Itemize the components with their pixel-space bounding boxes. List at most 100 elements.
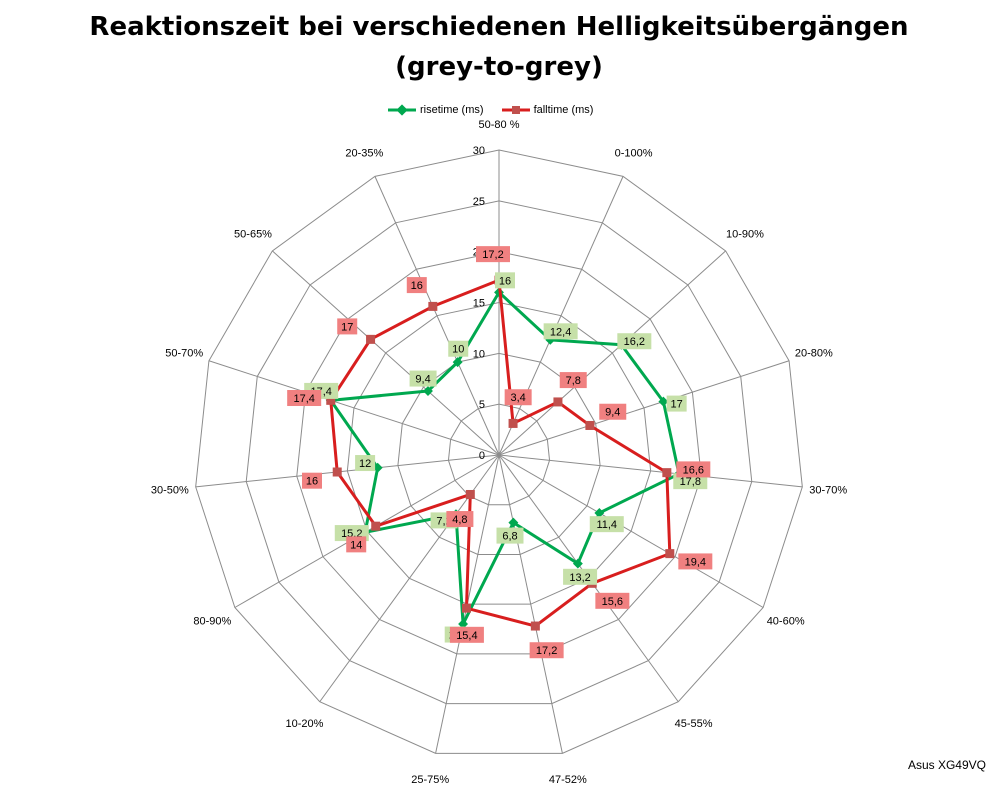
grid-spoke (498, 176, 624, 456)
risetime-data-label: 10 (452, 344, 464, 356)
grid-spoke (272, 250, 500, 456)
grid-ring-20 (296, 251, 702, 655)
data-label-bg (446, 511, 474, 528)
risetime-point (452, 357, 463, 368)
category-label: 50-70% (165, 348, 203, 360)
data-label-bg (563, 568, 598, 585)
category-label: 25-75% (411, 774, 449, 786)
credit-label: Asus XG49VQ (907, 758, 986, 772)
grid-spoke (195, 454, 500, 488)
category-label: 80-90% (193, 616, 231, 628)
grid-spoke (374, 176, 500, 456)
falltime-data-label: 16,6 (683, 464, 704, 476)
data-label-bg (589, 516, 624, 533)
grid-spoke (498, 360, 790, 456)
risetime-data-label: 9,4 (415, 374, 430, 386)
risetime-point (423, 386, 433, 397)
data-label-bg (504, 389, 532, 406)
legend-label-risetime: risetime (ms) (420, 104, 484, 116)
falltime-data-label: 16 (306, 476, 318, 488)
legend: risetime (ms) falltime (ms) (388, 101, 611, 119)
data-label-bg (409, 370, 437, 387)
risetime-data-label: 13,2 (569, 572, 590, 584)
category-label: 40-60% (767, 616, 805, 628)
falltime-point (553, 397, 563, 407)
data-label-bg (406, 277, 427, 294)
risetime-data-label: 12 (359, 458, 371, 470)
data-label-bg (346, 536, 367, 553)
falltime-point (371, 521, 381, 531)
falltime-data-label: 3,4 (511, 392, 526, 404)
legend-item-falltime: falltime (ms) (501, 104, 594, 116)
data-label-bg (496, 527, 524, 544)
risetime-data-label: 17,8 (680, 476, 701, 488)
data-label-bg (559, 372, 587, 389)
grid-spoke (498, 454, 563, 754)
radial-tick-label: 25 (473, 196, 485, 208)
falltime-data-label: 9,4 (605, 407, 620, 419)
data-label-bg (666, 395, 687, 412)
falltime-data-label: 17,4 (293, 393, 314, 405)
falltime-data-label: 17,2 (482, 249, 503, 261)
legend-item-risetime: risetime (ms) (388, 104, 484, 116)
risetime-point (572, 558, 583, 569)
risetime-data-label: 16 (499, 275, 511, 287)
category-label: 50-80 % (479, 119, 520, 131)
legend-label-falltime: falltime (ms) (533, 104, 594, 116)
grid-ring-5 (447, 403, 551, 506)
falltime-data-label: 15,4 (456, 630, 477, 642)
grid-spoke (498, 250, 726, 456)
data-label-bg (449, 626, 484, 643)
data-label-bg (476, 246, 510, 263)
falltime-point (366, 334, 376, 344)
series-line-risetime (329, 290, 681, 626)
data-label-bg (529, 642, 564, 659)
falltime-data-label: 19,4 (685, 556, 706, 568)
grid-spoke (208, 360, 500, 456)
category-label: 20-80% (795, 348, 833, 360)
falltime-data-label: 17 (341, 321, 353, 333)
falltime-data-label: 7,8 (566, 375, 581, 387)
risetime-data-label: 12,4 (550, 326, 571, 338)
falltime-point (508, 418, 518, 428)
falltime-point (662, 468, 672, 478)
grid-spoke (498, 454, 764, 608)
falltime-point (332, 467, 342, 477)
risetime-point (594, 508, 605, 518)
falltime-point (665, 549, 675, 559)
risetime-data-label: 6,8 (502, 531, 517, 543)
data-label-bg (355, 455, 376, 472)
grid-spoke (498, 454, 803, 488)
chart-title: Reaktionszeit bei verschiedenen Helligke… (89, 12, 909, 42)
falltime-point (428, 301, 438, 311)
category-label: 50-65% (234, 229, 272, 241)
category-label: 45-55% (675, 718, 713, 730)
falltime-data-label: 17,2 (536, 645, 557, 657)
falltime-point (530, 621, 540, 631)
falltime-point (585, 420, 595, 430)
data-label-bg (595, 592, 630, 609)
category-label: 47-52% (549, 774, 587, 786)
data-label-bg (599, 403, 627, 420)
risetime-data-label: 11,4 (596, 519, 617, 531)
radial-tick-label: 10 (473, 348, 485, 360)
category-label: 10-20% (285, 718, 323, 730)
data-label-bg (543, 323, 578, 340)
data-label-bg (448, 340, 469, 357)
risetime-point (508, 517, 519, 528)
grid-ring-15 (346, 301, 652, 605)
falltime-data-label: 15,6 (602, 596, 623, 608)
risetime-data-label: 16,2 (624, 336, 645, 348)
falltime-point (326, 395, 336, 405)
data-label-bg (495, 272, 515, 289)
risetime-data-label: 17 (671, 399, 683, 411)
category-label: 30-70% (809, 485, 847, 497)
falltime-data-label: 4,8 (452, 514, 467, 526)
falltime-point (465, 489, 475, 499)
category-label: 30-50% (151, 485, 189, 497)
legend-swatch-risetime (388, 104, 416, 116)
radial-tick-label: 30 (473, 145, 485, 157)
risetime-point (458, 619, 469, 630)
category-label: 20-35% (345, 148, 383, 160)
